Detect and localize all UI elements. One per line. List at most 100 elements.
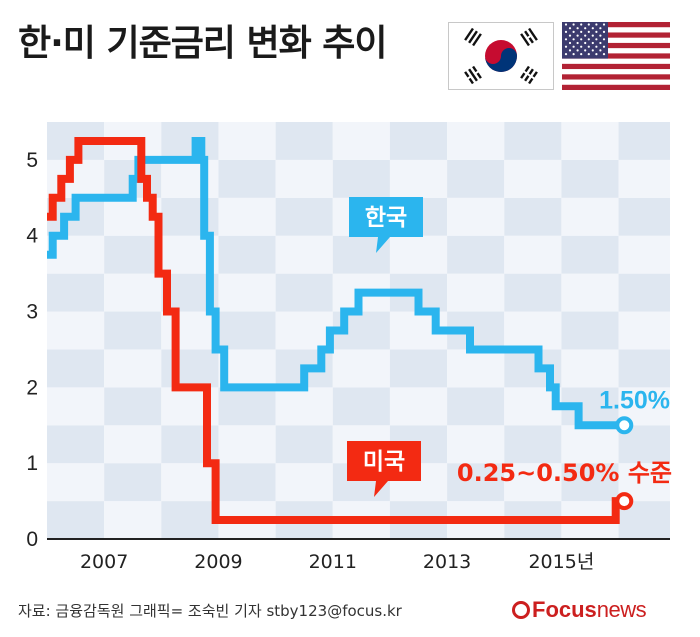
star-icon	[572, 38, 575, 41]
korea-callout: 한국	[349, 197, 423, 253]
flag-stripe	[562, 74, 670, 80]
grid-band	[561, 349, 619, 388]
star-icon	[580, 45, 583, 48]
star-icon	[568, 34, 572, 37]
grid-band	[47, 387, 105, 426]
grid-band	[104, 349, 162, 388]
grid-band	[104, 273, 162, 312]
grid-band	[275, 197, 333, 236]
grid-band	[504, 235, 562, 274]
grid-band	[275, 425, 333, 464]
grid-band	[218, 463, 276, 502]
grid-band	[104, 387, 162, 426]
grid-band	[275, 387, 333, 426]
grid-band	[447, 235, 505, 274]
star-icon	[591, 49, 594, 52]
grid-band	[275, 463, 333, 502]
grid-band	[218, 122, 276, 160]
star-icon	[599, 41, 602, 45]
grid-band	[504, 311, 562, 350]
grid-band	[47, 463, 105, 502]
star-icon	[576, 49, 579, 52]
grid-band	[504, 122, 562, 160]
star-icon	[564, 30, 568, 33]
star-icon	[568, 41, 572, 45]
korea-callout-label: 한국	[365, 205, 407, 231]
grid-band	[47, 349, 105, 388]
grid-band	[218, 197, 276, 236]
flag-stripe	[562, 48, 670, 54]
y-tick-label: 4	[26, 225, 38, 248]
grid-band	[47, 501, 105, 539]
korea-callout-bubble	[349, 197, 423, 253]
star-icon	[584, 41, 587, 45]
star-icon	[591, 34, 594, 37]
flag-stripe	[562, 27, 670, 33]
flag-stripe	[562, 37, 670, 44]
grid-band	[389, 235, 448, 274]
logo-text-bold: Focus	[532, 597, 597, 622]
grid-band	[218, 387, 276, 426]
star-icon	[572, 23, 575, 26]
grid-band	[218, 159, 276, 198]
grid-band	[47, 425, 105, 464]
flag-stripe	[562, 22, 670, 28]
star-icon	[599, 34, 602, 37]
star-icon	[564, 45, 568, 48]
grid-band	[447, 463, 505, 502]
series-lines	[47, 137, 634, 524]
star-icon	[580, 38, 583, 41]
grid-band	[332, 387, 390, 426]
background-bands	[47, 122, 670, 539]
star-icon	[595, 53, 598, 56]
star-icon	[599, 49, 602, 52]
grid-band	[161, 122, 219, 160]
grid-band	[161, 311, 219, 350]
grid-band	[504, 425, 562, 464]
star-icon	[595, 30, 598, 33]
logo-text-light: news	[596, 597, 647, 622]
x-tick-label: 2007	[80, 551, 128, 573]
grid-band	[618, 159, 670, 198]
logo-mark-icon	[512, 601, 530, 619]
grid-band	[161, 197, 219, 236]
star-icon	[576, 41, 579, 45]
star-icon	[564, 23, 568, 26]
star-icon	[587, 45, 590, 48]
grid-band	[447, 159, 505, 198]
star-icon	[584, 27, 587, 30]
usa-callout-label: 미국	[363, 449, 405, 475]
star-icon	[580, 53, 583, 56]
grid-band	[389, 387, 448, 426]
grid-band	[561, 197, 619, 236]
grid-band	[47, 159, 105, 198]
star-icon	[572, 53, 575, 56]
usa-rate-line	[47, 137, 625, 524]
grid-band	[275, 159, 333, 198]
y-tick-label: 0	[26, 528, 38, 551]
grid-band	[618, 349, 670, 388]
star-icon	[576, 34, 579, 37]
grid-band	[47, 311, 105, 350]
usa-callout: 미국	[347, 441, 421, 497]
grid-band	[447, 349, 505, 388]
star-icon	[595, 23, 598, 26]
focus-news-logo: Focusnews	[512, 597, 647, 623]
grid-band	[389, 349, 448, 388]
grid-band	[332, 159, 390, 198]
grid-band	[275, 122, 333, 160]
x-tick-label: 2015년	[528, 551, 594, 573]
star-icon	[591, 27, 594, 30]
star-icon	[595, 38, 598, 41]
star-icon	[587, 53, 590, 56]
grid-band	[504, 463, 562, 502]
grid-band	[275, 235, 333, 274]
star-icon	[580, 30, 583, 33]
grid-band	[504, 273, 562, 312]
grid-band	[618, 235, 670, 274]
grid-band	[618, 122, 670, 160]
y-axis-ticks: 0 1 2 3 4 5	[26, 149, 38, 551]
grid-band	[561, 425, 619, 464]
grid-band	[218, 273, 276, 312]
